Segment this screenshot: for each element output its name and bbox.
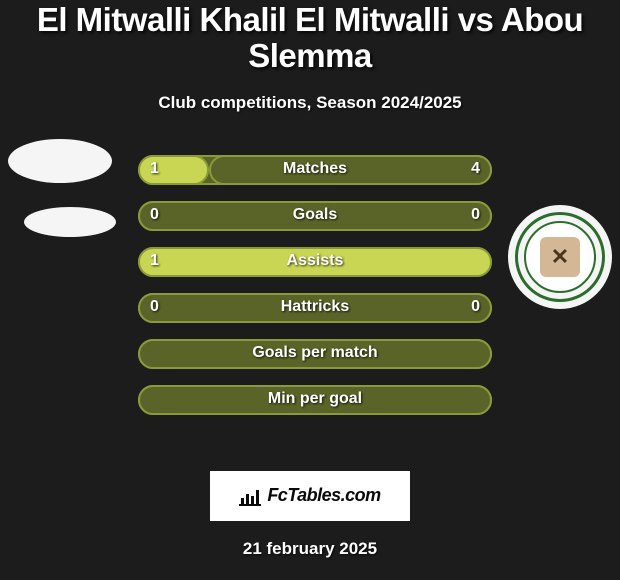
stat-row: Min per goal (138, 385, 492, 415)
stat-label: Hattricks (138, 298, 492, 316)
page-title: El Mitwalli Khalil El Mitwalli vs Abou S… (0, 2, 620, 75)
stat-label: Assists (138, 252, 492, 270)
stat-value-right: 4 (471, 160, 480, 178)
stat-value-left: 1 (150, 252, 159, 270)
stat-label: Min per goal (138, 390, 492, 408)
stat-value-left: 0 (150, 206, 159, 224)
chart-icon (239, 488, 261, 506)
stat-row: Assists1 (138, 247, 492, 277)
site-brand-badge: FcTables.com (210, 471, 410, 521)
stat-row: Goals0 0 (138, 201, 492, 231)
club-crest-icon (515, 212, 605, 302)
player-left-badge-2 (24, 207, 116, 237)
stats-bars: Matches14Goals00Assists1Hattricks00Goals… (138, 155, 492, 431)
stat-label: Goals (138, 206, 492, 224)
stat-row: Matches1 4 (138, 155, 492, 185)
site-brand-content: FcTables.com (239, 485, 380, 506)
date-text: 21 february 2025 (0, 539, 620, 559)
subtitle: Club competitions, Season 2024/2025 (0, 93, 620, 113)
stat-label: Matches (138, 160, 492, 178)
player-right-badge (508, 205, 612, 309)
stat-label: Goals per match (138, 344, 492, 362)
stat-row: Hattricks0 0 (138, 293, 492, 323)
stat-value-left: 0 (150, 298, 159, 316)
comparison-card: El Mitwalli Khalil El Mitwalli vs Abou S… (0, 0, 620, 580)
stat-value-right: 0 (471, 206, 480, 224)
comparison-area: Matches14Goals00Assists1Hattricks00Goals… (0, 155, 620, 445)
site-brand-text: FcTables.com (267, 485, 380, 505)
stat-value-right: 0 (471, 298, 480, 316)
stat-row: Goals per match (138, 339, 492, 369)
stat-value-left: 1 (150, 160, 159, 178)
player-left-badge-1 (8, 139, 112, 183)
